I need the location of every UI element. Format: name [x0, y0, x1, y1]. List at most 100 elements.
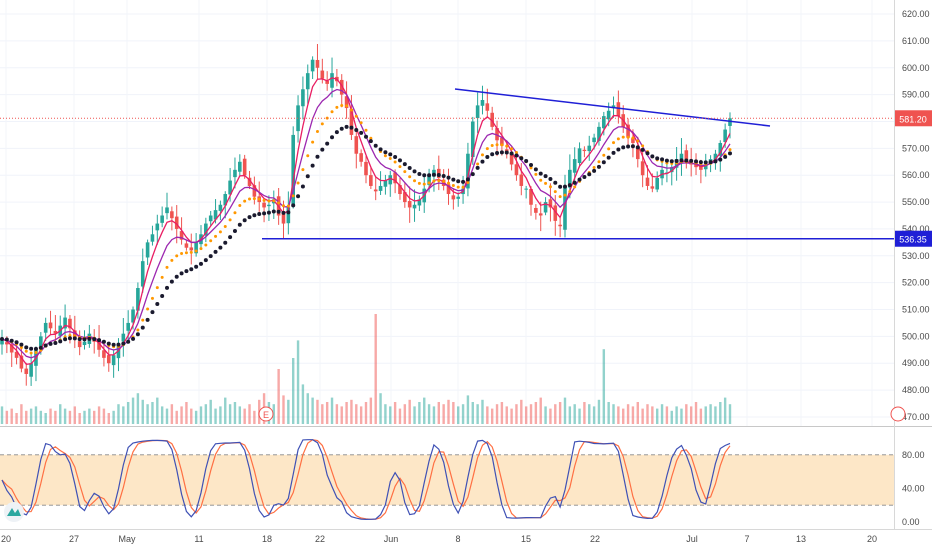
date-tick-label: May — [118, 534, 136, 544]
volume-bar — [151, 402, 154, 424]
candle-body — [568, 169, 572, 188]
ema-orange-line — [621, 135, 625, 139]
candle-body — [728, 118, 732, 126]
ema-slow-line — [208, 254, 213, 259]
volume-bar — [78, 413, 81, 424]
candle-body — [558, 224, 562, 227]
candle-body — [170, 211, 174, 219]
volume-bar — [694, 402, 698, 424]
date-tick-label: Jun — [384, 534, 399, 544]
ema-slow-line — [402, 162, 407, 167]
date-tick-label: 20 — [1, 534, 11, 544]
candle-body — [703, 164, 708, 170]
volume-bar — [437, 402, 440, 424]
ema-slow-line — [596, 164, 601, 169]
volume-bar — [646, 404, 649, 424]
ema-slow-line — [558, 184, 563, 189]
ema-slow-line — [218, 245, 223, 250]
date-tick-label: 20 — [867, 534, 877, 544]
ema-slow-line — [465, 177, 470, 182]
ema-orange-line — [272, 199, 276, 203]
volume-bar — [539, 397, 542, 424]
candle-body — [369, 175, 373, 186]
volume-bar — [500, 402, 504, 424]
ema-slow-line — [524, 159, 529, 164]
ema-slow-line — [286, 210, 291, 215]
ema-orange-line — [291, 194, 295, 198]
price-tick-label: 540.00 — [902, 224, 930, 234]
support-price-label: 536.35 — [899, 235, 927, 245]
ema-orange-line — [24, 349, 28, 353]
ema-slow-line — [378, 147, 383, 152]
candle-body — [451, 195, 456, 200]
ema-slow-line — [101, 339, 106, 344]
candle-body — [305, 73, 310, 90]
volume-bar — [709, 404, 712, 424]
volume-bar — [248, 404, 251, 424]
ema-slow-line — [514, 153, 519, 158]
price-tick-label: 470.00 — [902, 412, 930, 422]
price-tick-label: 480.00 — [902, 385, 930, 395]
candle-body — [262, 202, 266, 208]
volume-bar — [529, 404, 533, 424]
candle-body — [29, 363, 33, 377]
volume-bar — [29, 408, 33, 424]
ema-slow-line — [198, 261, 203, 266]
ema-slow-line — [412, 169, 417, 174]
volume-bar — [136, 393, 140, 424]
ema-orange-line — [359, 121, 363, 125]
volume-bar — [277, 369, 280, 424]
price-tick-label: 500.00 — [902, 331, 930, 341]
volume-bar — [272, 404, 275, 424]
ema-slow-line — [43, 343, 48, 348]
candle-body — [126, 322, 130, 331]
price-tick-label: 530.00 — [902, 251, 930, 261]
ema-slow-line — [58, 339, 63, 344]
volume-bar — [592, 406, 596, 424]
candle-body — [184, 243, 189, 248]
ema-slow-line — [111, 342, 116, 347]
candle-body — [553, 205, 558, 221]
candle-body — [475, 105, 480, 119]
ema-slow-line — [393, 154, 398, 159]
ema-orange-line — [641, 144, 645, 148]
volume-bar — [622, 408, 625, 424]
candle-body — [500, 137, 504, 146]
candle-body — [427, 175, 431, 185]
volume-bar — [243, 408, 246, 424]
candle-body — [24, 368, 29, 374]
candle-body — [97, 340, 101, 350]
ema-slow-line — [674, 159, 679, 164]
candle-body — [43, 322, 48, 333]
ema-slow-line — [140, 325, 145, 330]
candle-body — [485, 103, 490, 111]
candle-body — [320, 70, 325, 79]
candle-body — [48, 322, 53, 329]
candle-body — [296, 105, 300, 132]
candle-body — [252, 185, 257, 197]
ema-slow-line — [48, 341, 53, 346]
ema-slow-line — [19, 342, 24, 347]
ema-slow-line — [611, 150, 616, 155]
ema-slow-line — [320, 147, 325, 152]
price-tick-label: 510.00 — [902, 305, 930, 315]
candle-body — [111, 355, 116, 366]
candle-body — [140, 261, 145, 287]
ema-slow-line — [499, 150, 504, 155]
volume-bar — [190, 408, 193, 424]
candle-body — [344, 96, 349, 109]
ema-slow-line — [339, 126, 344, 131]
stoch-k-line — [1, 439, 731, 521]
volume-bar — [389, 406, 392, 424]
candle-body — [713, 153, 718, 161]
ema-slow-line — [567, 183, 572, 188]
volume-bar — [379, 393, 382, 424]
candle-body — [121, 333, 126, 342]
candle-body — [470, 121, 475, 158]
candle-body — [514, 164, 519, 176]
ema-orange-line — [422, 182, 426, 186]
volume-bar — [515, 404, 518, 424]
ema-slow-line — [310, 163, 315, 168]
